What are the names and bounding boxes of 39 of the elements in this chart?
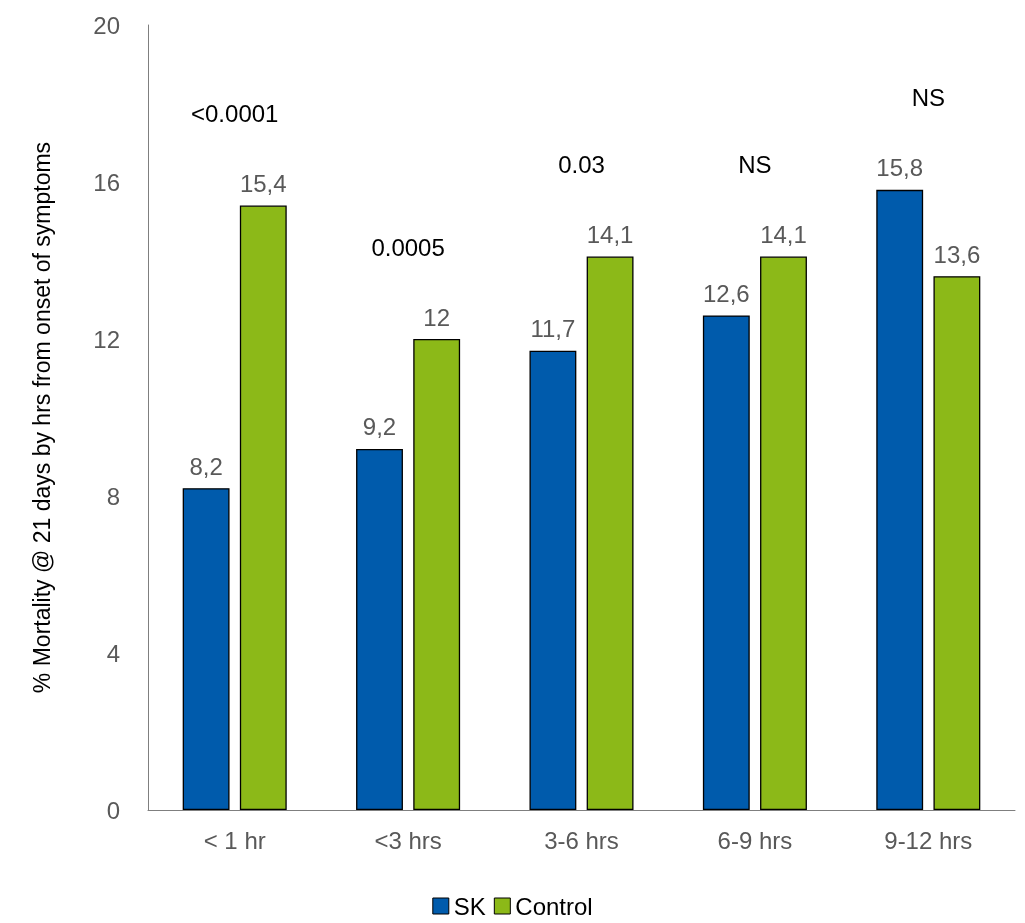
bar (586, 256, 634, 810)
y-tick-label: 8 (106, 482, 120, 510)
bar (239, 205, 287, 810)
data-label: 14,1 (586, 221, 634, 249)
y-tick-label: 20 (93, 11, 120, 39)
x-tick-label: < 1 hr (203, 826, 266, 854)
bar (876, 189, 924, 810)
legend-label: SK (453, 892, 486, 920)
bar (760, 256, 807, 810)
annotation: <0.0001 (190, 100, 279, 128)
bar (182, 488, 230, 810)
data-label: 9,2 (362, 413, 397, 441)
y-tick-label: 0 (106, 796, 120, 824)
data-label: 8,2 (189, 452, 223, 480)
x-tick-label: <3 hrs (374, 826, 442, 854)
data-label: 12,6 (702, 279, 750, 307)
annotation: NS (738, 151, 772, 179)
y-tick-label: 4 (106, 639, 120, 667)
x-tick-label: 6-9 hrs (717, 826, 793, 854)
legend-label: Control (515, 892, 593, 920)
annotation: NS (911, 84, 945, 112)
bar (702, 315, 750, 810)
bar (529, 350, 577, 810)
y-tick-label: 16 (93, 168, 120, 196)
data-label: 11,7 (530, 315, 576, 343)
annotation: 0.0005 (371, 233, 445, 261)
annotation: 0.03 (558, 151, 605, 179)
data-label: 15,4 (239, 170, 287, 198)
data-label: 15,8 (876, 154, 924, 182)
y-axis-title: % Mortality @ 21 days by hrs from onset of symptoms (28, 141, 55, 694)
x-tick-label: 3-6 hrs (544, 826, 619, 854)
data-label: 13,6 (933, 240, 981, 268)
x-tick-label: 9-12 hrs (884, 826, 973, 854)
data-label: 14,1 (760, 221, 807, 249)
data-label: 12 (423, 303, 451, 331)
bar (413, 339, 461, 810)
bar (356, 448, 403, 810)
bar (933, 276, 981, 810)
y-tick-label: 12 (93, 325, 120, 353)
